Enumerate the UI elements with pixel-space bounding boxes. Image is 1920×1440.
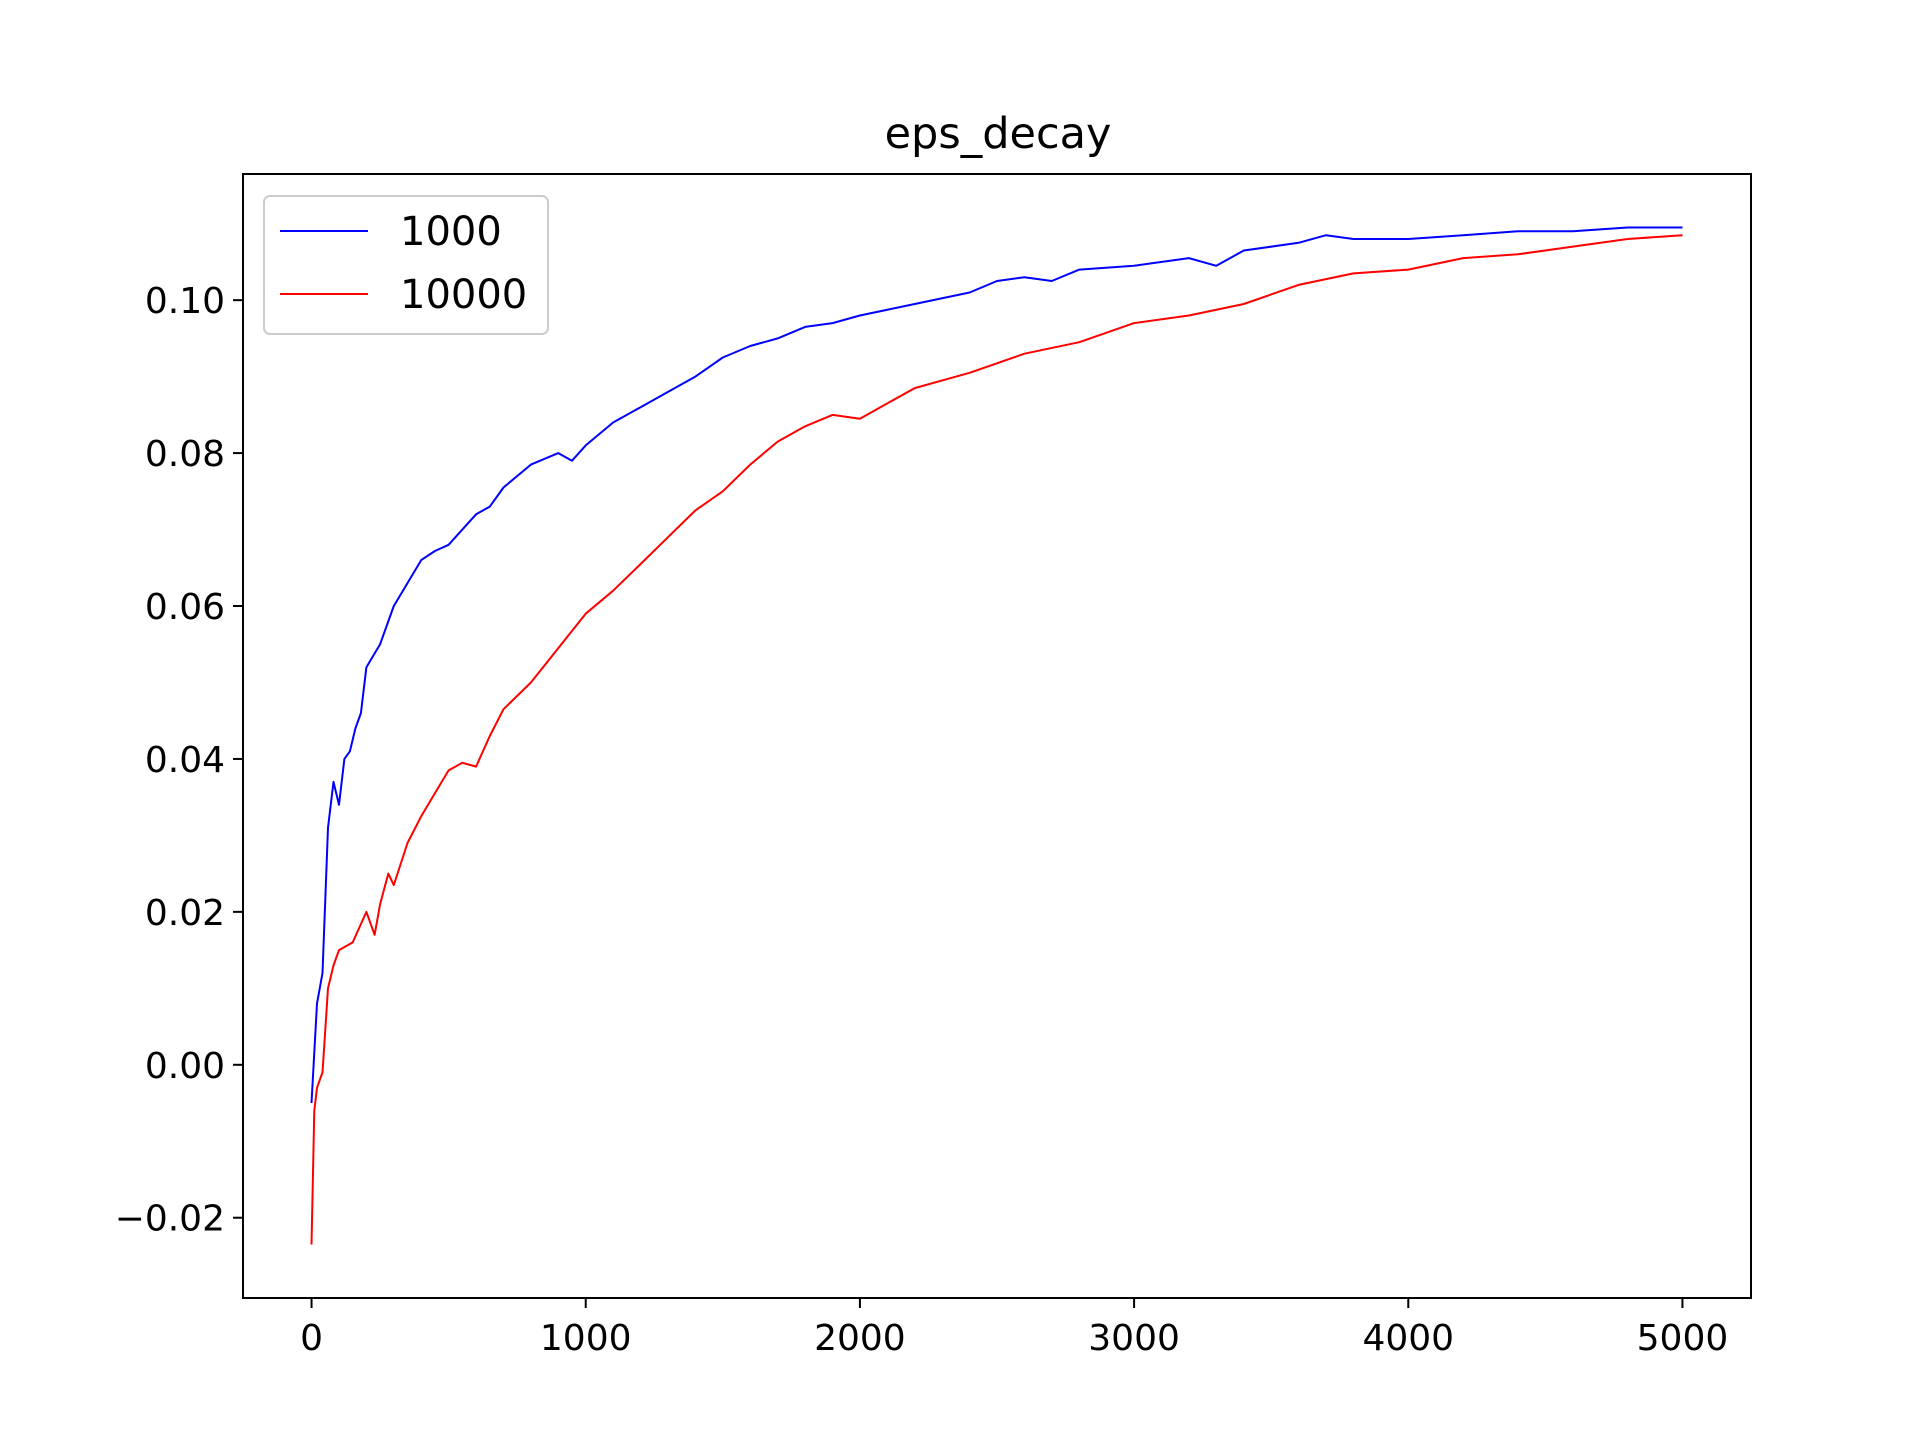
x-tick-label: 4000 — [1362, 1318, 1454, 1359]
series-layer — [310, 226, 1683, 1245]
series-line-1000 — [310, 226, 1683, 1104]
x-tick-label: 1000 — [540, 1318, 632, 1359]
y-axis: −0.02 0.00 0.02 0.04 0.06 0.08 0.10 — [115, 281, 243, 1240]
chart-title: eps_decay — [885, 109, 1112, 159]
x-tick-label: 0 — [300, 1318, 323, 1359]
y-tick-label: −0.02 — [115, 1199, 225, 1240]
y-tick-label: 0.06 — [145, 587, 225, 628]
y-tick-label: 0.04 — [145, 740, 225, 781]
x-tick-label: 5000 — [1637, 1318, 1729, 1359]
legend-label-1000: 1000 — [400, 209, 502, 255]
x-axis: 0 1000 2000 3000 4000 5000 — [300, 1298, 1728, 1359]
plot-frame — [242, 173, 1752, 1299]
y-tick-label: 0.10 — [145, 281, 225, 322]
legend: 1000 10000 — [263, 195, 549, 335]
y-tick-label: 0.02 — [145, 893, 225, 934]
x-tick-label: 2000 — [814, 1318, 906, 1359]
y-tick-label: 0.08 — [145, 434, 225, 475]
series-line-10000 — [310, 234, 1683, 1245]
legend-label-10000: 10000 — [400, 272, 527, 318]
y-tick-label: 0.00 — [145, 1046, 225, 1087]
x-tick-label: 3000 — [1088, 1318, 1180, 1359]
